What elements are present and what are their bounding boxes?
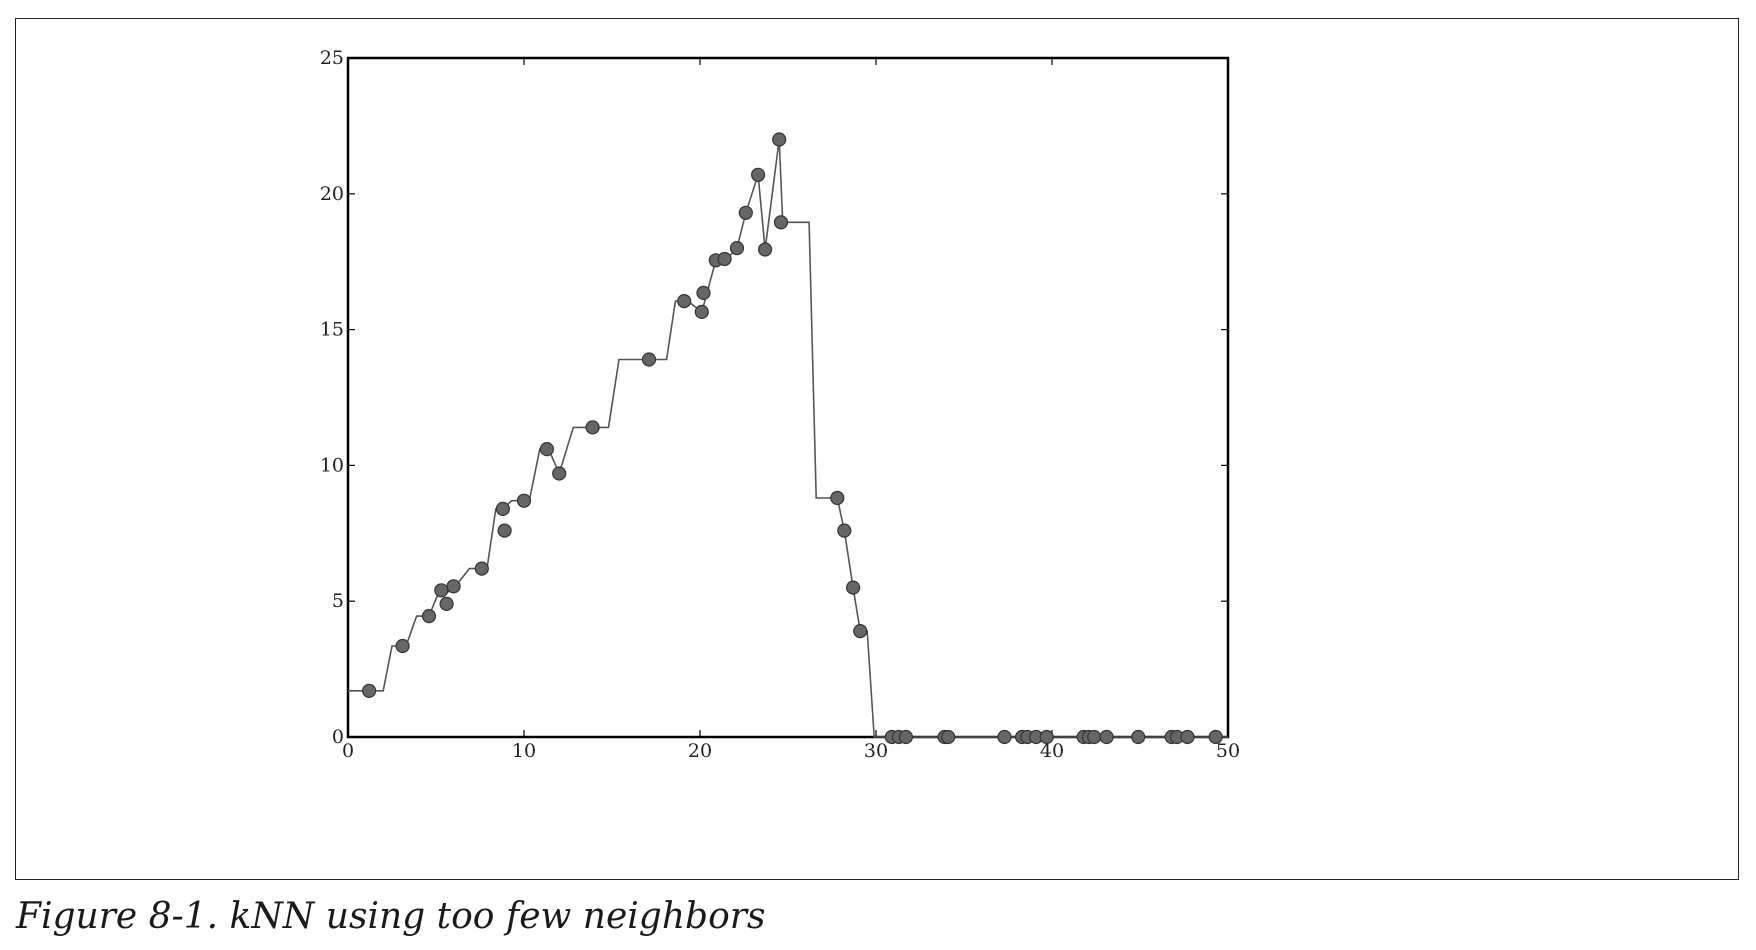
y-tick-label: 5: [332, 590, 344, 612]
data-point: [997, 729, 1012, 745]
data-point: [717, 251, 732, 267]
data-point: [446, 579, 461, 594]
data-point: [694, 304, 709, 319]
data-point: [497, 523, 512, 538]
y-tick-label: 0: [332, 726, 344, 748]
data-point: [750, 167, 766, 182]
data-point: [696, 285, 711, 300]
data-point: [898, 729, 914, 745]
data-point: [729, 241, 745, 256]
data-point: [439, 596, 454, 612]
data-point: [539, 442, 555, 457]
x-tick-label: 50: [1216, 740, 1240, 762]
data-point: [585, 420, 600, 435]
data-point: [1208, 729, 1223, 745]
data-point: [495, 501, 510, 516]
data-point: [773, 215, 789, 230]
data-point: [362, 683, 377, 698]
data-point: [677, 294, 692, 309]
x-tick-label: 30: [864, 740, 888, 762]
data-point: [641, 352, 657, 367]
data-point: [1087, 729, 1102, 745]
data-point: [421, 608, 437, 624]
figure-frame: 0 10 20 30 40 50 0 5 10 15 20 25: [15, 18, 1739, 880]
x-tick-label: 10: [512, 740, 536, 762]
data-point: [738, 205, 753, 220]
y-tick-label: 10: [320, 454, 344, 476]
data-point: [1039, 729, 1054, 745]
tick-labels: 0 10 20 30 40 50 0 5 10 15 20 25: [320, 47, 1240, 762]
data-point: [552, 466, 567, 481]
data-point: [474, 561, 489, 576]
x-tick-label: 40: [1040, 740, 1064, 762]
data-point: [757, 242, 773, 257]
figure-caption: Figure 8-1. kNN using too few neighbors: [16, 896, 766, 937]
plot-area: [346, 56, 1230, 739]
data-point: [1180, 729, 1195, 745]
data-point: [845, 580, 861, 595]
data-point: [1099, 729, 1114, 745]
chart: 0 10 20 30 40 50 0 5 10 15 20 25: [320, 47, 1240, 762]
data-point: [837, 523, 852, 538]
x-tick-label: 20: [688, 740, 712, 762]
y-tick-label: 25: [320, 47, 344, 69]
data-point: [1131, 729, 1146, 745]
data-point: [941, 729, 956, 745]
data-point: [772, 132, 787, 147]
data-point: [830, 490, 845, 506]
data-point: [395, 638, 410, 654]
data-point: [434, 583, 449, 598]
y-tick-label: 20: [320, 183, 344, 205]
y-tick-label: 15: [320, 319, 344, 341]
data-point: [516, 493, 532, 508]
training-points: [362, 132, 1223, 745]
data-point: [853, 623, 868, 639]
x-tick-label: 0: [342, 740, 354, 762]
